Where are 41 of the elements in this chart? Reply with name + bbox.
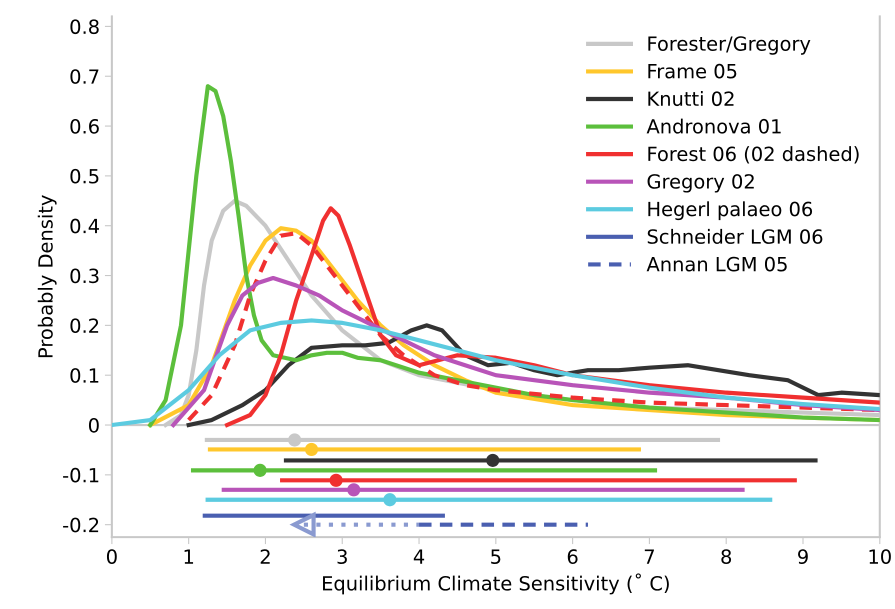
y-tick-label: 0.7 (70, 69, 98, 84)
y-tick-label: 0.5 (70, 168, 98, 184)
y-tick-label: 0.8 (70, 19, 99, 34)
x-tick-label: 5 (491, 550, 500, 564)
legend-label: Annan LGM 05 (646, 256, 787, 272)
y-tick-label: 0 (88, 418, 99, 433)
y-tick-label: 0.4 (70, 218, 99, 234)
point (304, 442, 318, 456)
legend-label: Forest 06 (02 dashed) (648, 146, 859, 164)
point (330, 474, 343, 487)
y-tick-label: 0.2 (70, 318, 98, 334)
x-tick-label: 9 (798, 549, 808, 564)
legend-label: Knutti 02 (648, 91, 734, 106)
point (486, 454, 500, 467)
x-tick-label: 3 (338, 549, 347, 564)
point (383, 493, 396, 506)
y-axis-title: Probably Density (38, 195, 57, 358)
y-tick-label: -0.1 (63, 468, 98, 483)
legend-label: Frame 05 (648, 64, 736, 79)
x-tick-label: 10 (870, 549, 891, 564)
x-tick-label: 6 (568, 549, 578, 564)
legend-label: Schneider LGM 06 (648, 228, 822, 244)
x-tick-label: 8 (721, 549, 732, 564)
x-tick-label: 1 (184, 550, 194, 564)
legend-label: Hegerl palaeo 06 (648, 201, 812, 220)
legend-label: Forester/Gregory (648, 36, 810, 55)
y-tick-label: 0.1 (70, 368, 98, 383)
x-tick-label: 7 (644, 550, 654, 564)
y-tick-label: 0.6 (70, 119, 99, 134)
legend-label: Gregory 02 (648, 174, 754, 193)
y-tick-label: -0.2 (63, 518, 98, 532)
x-tick-label: 0 (106, 549, 117, 564)
point (288, 433, 302, 447)
legend-label: Andronova 01 (646, 118, 781, 134)
point (347, 483, 360, 496)
x-tick-label: 4 (414, 550, 424, 564)
point (253, 464, 267, 477)
x-tick-label: 2 (260, 549, 270, 564)
line-series (148, 84, 880, 428)
x-axis-title: Equilibrium Climate Sensitivity (˚ C) (323, 573, 669, 594)
y-tick-label: 0.3 (70, 268, 99, 284)
